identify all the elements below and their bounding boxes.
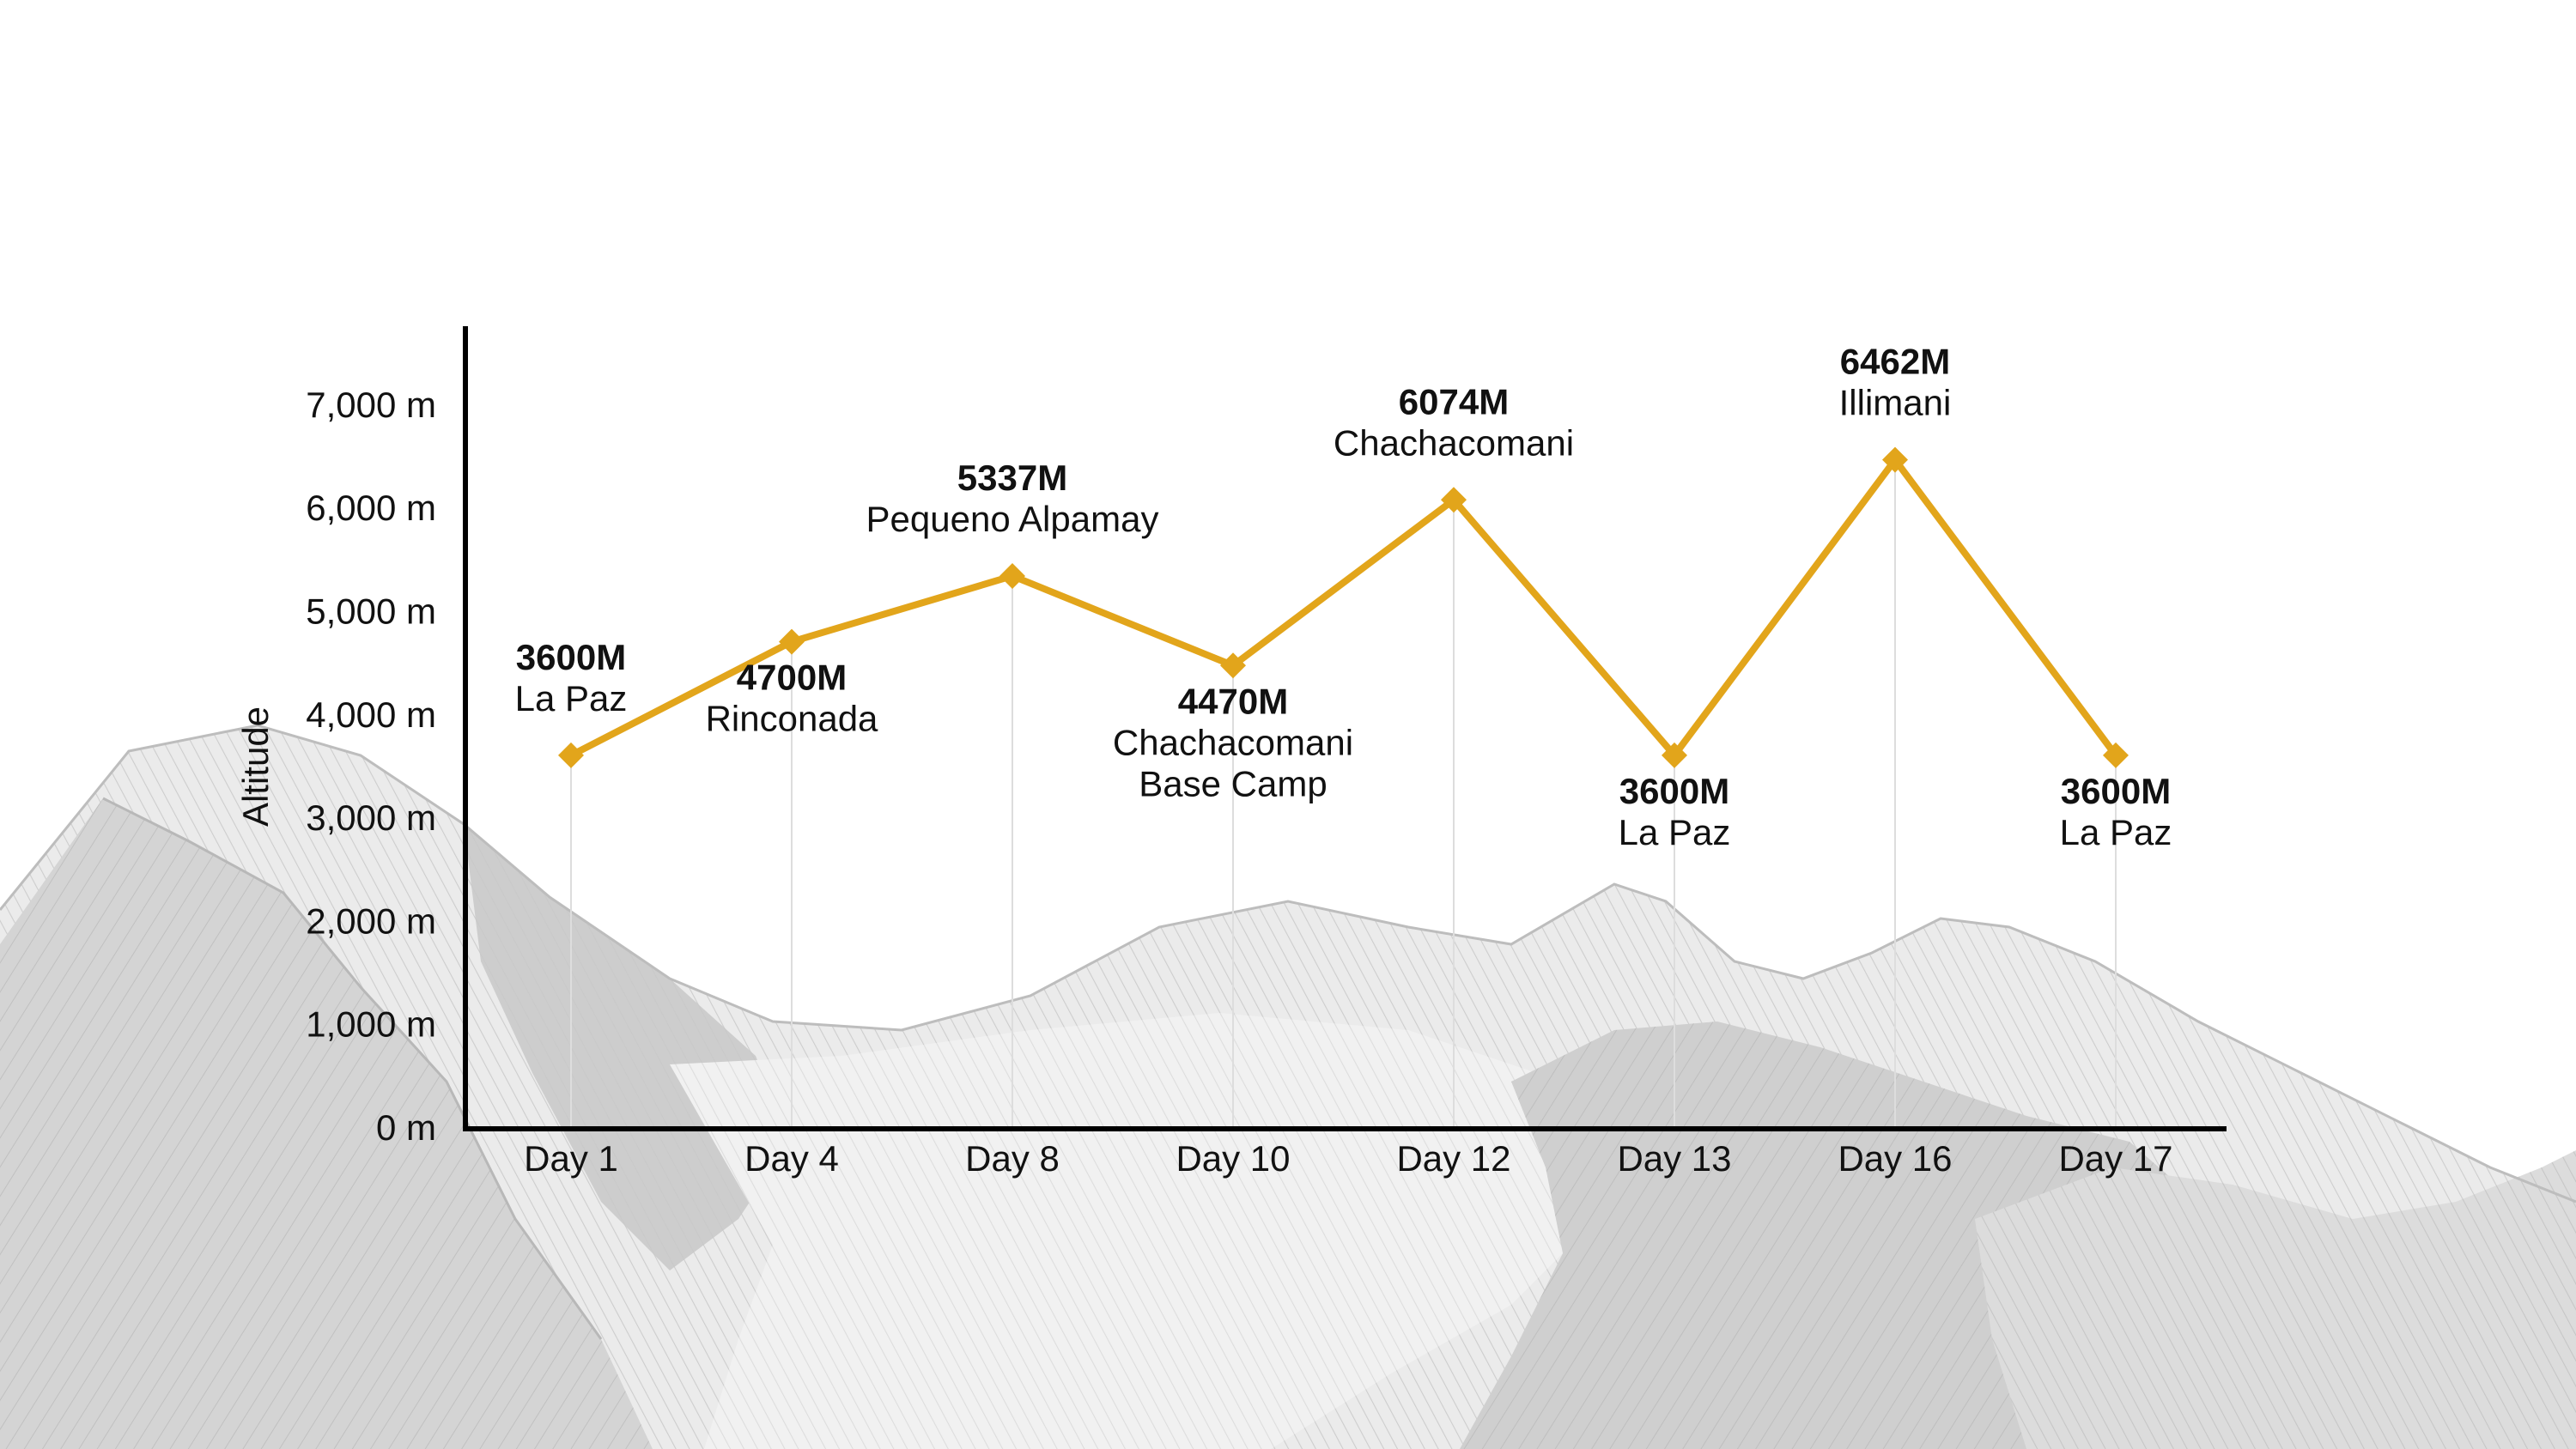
place-name-label: La Paz: [515, 678, 628, 718]
altitude-value-label: 6462M: [1840, 342, 1950, 382]
x-tick-label: Day 8: [965, 1138, 1060, 1179]
altitude-value-label: 3600M: [1619, 771, 1729, 811]
y-tick-label: 3,000 m: [306, 797, 436, 838]
diamond-marker: [779, 628, 805, 655]
diamond-marker: [558, 742, 584, 768]
y-tick-label: 7,000 m: [306, 385, 436, 425]
x-tick-label: Day 17: [2058, 1138, 2172, 1179]
altitude-series-line: [568, 456, 2119, 759]
diamond-marker: [999, 562, 1025, 589]
place-name-label: La Paz: [1619, 812, 1731, 852]
y-tick-label: 2,000 m: [306, 900, 436, 941]
place-name-label: Rinconada: [706, 699, 878, 739]
altitude-value-label: 4700M: [737, 658, 847, 698]
altitude-value-label: 5337M: [957, 458, 1067, 498]
diamond-marker: [1441, 487, 1467, 513]
x-tick-label: Day 4: [744, 1138, 839, 1179]
place-name-label: Base Camp: [1139, 763, 1327, 803]
altitude-value-label: 3600M: [2061, 771, 2171, 811]
place-name-label: La Paz: [2060, 812, 2172, 852]
x-tick-label: Day 10: [1176, 1138, 1290, 1179]
diamond-marker: [1882, 446, 1908, 473]
y-tick-label: 0 m: [376, 1107, 436, 1148]
place-name-label: Chachacomani: [1334, 422, 1574, 463]
diamond-marker: [1662, 742, 1687, 768]
diamond-marker: [2103, 742, 2129, 768]
x-tick-label: Day 1: [524, 1138, 618, 1179]
place-name-label: Pequeno Alpamay: [866, 499, 1159, 539]
diamond-marker: [1220, 652, 1246, 679]
place-name-label: Illimani: [1839, 383, 1952, 423]
altitude-value-label: 3600M: [516, 637, 626, 677]
altitude-value-label: 4470M: [1178, 681, 1288, 721]
y-tick-label: 1,000 m: [306, 1004, 436, 1045]
y-axis-tick-labels: 0 m 1,000 m 2,000 m 3,000 m 4,000 m 5,000 m 6,…: [306, 385, 436, 1148]
place-name-label: Chachacomani: [1113, 722, 1353, 762]
y-tick-label: 6,000 m: [306, 488, 436, 528]
vertical-guide-lines: [570, 459, 2117, 1126]
data-point-markers: [558, 446, 2129, 768]
y-axis-title: Altitude: [235, 706, 276, 827]
altitude-value-label: 6074M: [1399, 381, 1509, 421]
x-axis-tick-labels: Day 1 Day 4 Day 8 Day 10 Day 12 Day 13 Day 16 D…: [524, 1138, 2172, 1179]
x-tick-label: Day 16: [1838, 1138, 1952, 1179]
y-tick-label: 5,000 m: [306, 591, 436, 632]
x-tick-label: Day 13: [1617, 1138, 1731, 1179]
x-tick-label: Day 12: [1396, 1138, 1510, 1179]
y-tick-label: 4,000 m: [306, 694, 436, 735]
